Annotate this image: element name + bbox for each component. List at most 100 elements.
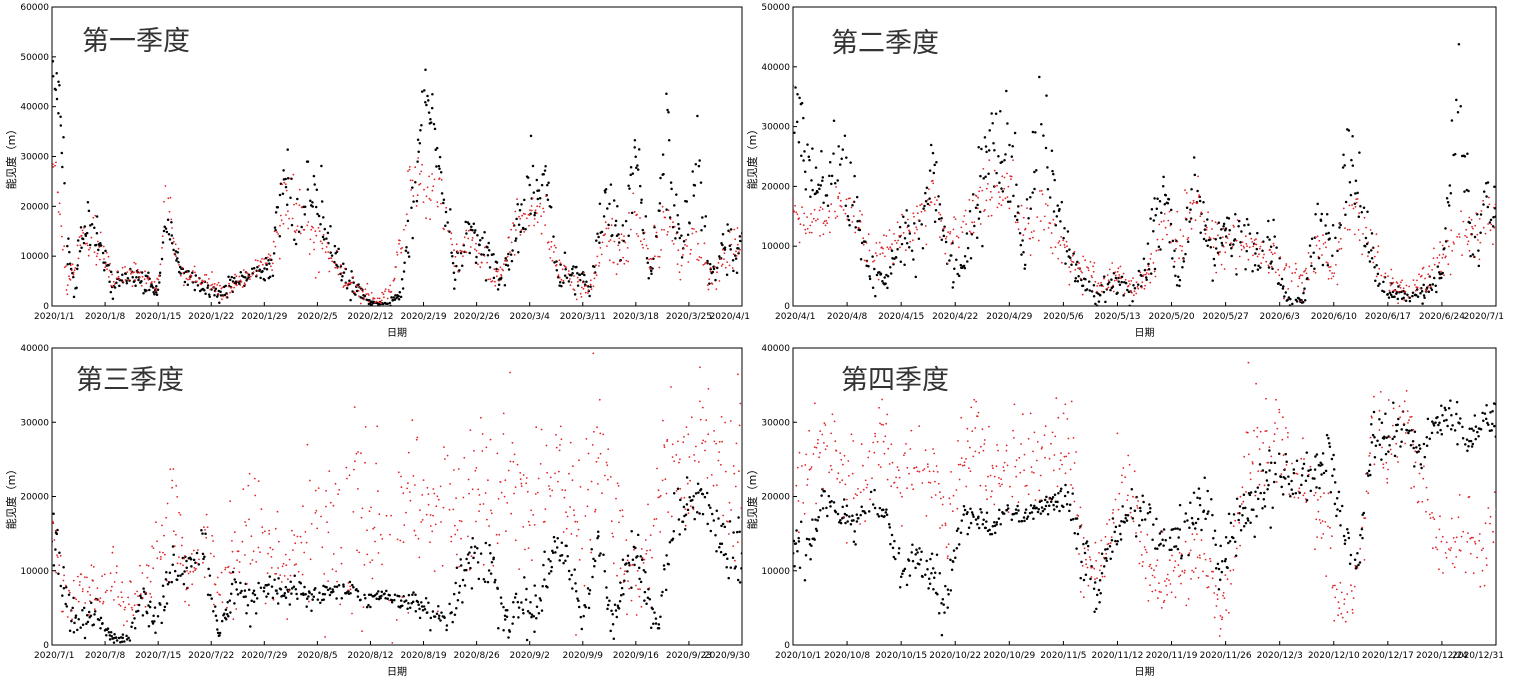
data-point-red xyxy=(551,489,554,492)
data-point-black xyxy=(203,555,206,558)
data-point-red xyxy=(1428,265,1431,268)
data-point-red xyxy=(276,510,279,513)
data-point-red xyxy=(902,232,905,234)
data-point-black xyxy=(1374,279,1377,282)
data-point-black xyxy=(1114,525,1118,529)
data-point-red xyxy=(95,255,98,258)
data-point-red xyxy=(505,259,508,262)
data-point-red xyxy=(78,584,81,586)
data-point-red xyxy=(59,554,62,557)
data-point-black xyxy=(1320,473,1323,476)
data-point-black xyxy=(611,612,614,616)
data-point-black xyxy=(290,223,294,227)
data-point-black xyxy=(845,156,848,159)
data-point-red xyxy=(378,297,381,300)
data-point-black xyxy=(981,522,985,526)
data-point-red xyxy=(359,286,362,289)
data-point-red xyxy=(196,280,198,283)
data-point-black xyxy=(511,622,514,625)
data-point-red xyxy=(353,291,356,294)
data-point-black xyxy=(1248,493,1252,497)
data-point-red xyxy=(404,224,407,227)
y-tick-label: 50000 xyxy=(20,53,49,63)
data-point-black xyxy=(723,248,727,251)
data-point-black xyxy=(110,635,113,638)
data-point-black xyxy=(604,191,607,194)
data-point-black xyxy=(1473,235,1477,239)
data-point-red xyxy=(360,288,363,291)
x-tick-label: 2020/8/26 xyxy=(454,651,500,661)
data-point-red xyxy=(1073,250,1076,253)
data-point-black xyxy=(1111,550,1114,554)
data-point-red xyxy=(286,618,289,620)
data-point-red xyxy=(130,272,132,275)
data-point-black xyxy=(418,142,422,145)
data-point-red xyxy=(1294,271,1296,274)
data-point-black xyxy=(504,263,508,267)
data-point-red xyxy=(116,270,119,273)
data-point-red xyxy=(433,570,436,572)
x-tick-label: 2020/9/30 xyxy=(704,651,750,661)
data-point-red xyxy=(534,493,537,495)
data-point-red xyxy=(636,213,638,216)
data-point-red xyxy=(1353,233,1356,236)
data-point-red xyxy=(643,238,645,241)
data-point-red xyxy=(797,500,800,502)
data-point-red xyxy=(612,261,615,264)
data-point-black xyxy=(1393,295,1396,299)
data-point-black xyxy=(319,601,322,604)
data-point-black xyxy=(953,267,956,270)
data-point-red xyxy=(92,580,94,582)
data-point-black xyxy=(1259,266,1262,269)
data-point-red xyxy=(1240,244,1243,247)
data-point-red xyxy=(670,515,673,518)
data-point-black xyxy=(1256,497,1260,501)
data-point-red xyxy=(432,488,435,490)
data-point-black xyxy=(793,84,794,88)
data-point-red xyxy=(449,483,451,485)
data-point-red xyxy=(567,273,570,275)
data-point-black xyxy=(1098,293,1102,297)
data-point-black xyxy=(240,589,243,593)
data-point-red xyxy=(1157,249,1160,251)
data-point-black xyxy=(375,592,379,595)
data-point-red xyxy=(1277,268,1280,271)
data-point-black xyxy=(164,227,168,230)
data-point-black xyxy=(204,292,207,296)
data-point-black xyxy=(459,558,462,561)
data-point-red xyxy=(270,265,272,268)
data-point-black xyxy=(885,513,889,517)
data-point-black xyxy=(1291,302,1294,306)
data-point-black xyxy=(1485,403,1488,407)
data-point-red xyxy=(1450,229,1453,232)
data-point-black xyxy=(1397,285,1400,288)
data-point-black xyxy=(182,582,186,586)
data-point-red xyxy=(419,182,422,185)
data-point-black xyxy=(104,249,107,253)
data-point-black xyxy=(891,256,894,260)
data-point-black xyxy=(1443,406,1447,410)
data-point-black xyxy=(1147,262,1150,266)
data-point-red xyxy=(1295,268,1298,271)
data-point-red xyxy=(439,485,442,488)
data-point-red xyxy=(423,188,425,191)
data-point-black xyxy=(851,514,854,518)
data-point-black xyxy=(1463,155,1467,158)
data-point-red xyxy=(465,251,468,254)
data-point-red xyxy=(606,245,608,248)
data-point-red xyxy=(237,550,240,553)
data-point-red xyxy=(322,233,325,236)
data-point-black xyxy=(1338,226,1341,229)
data-point-black xyxy=(575,265,578,269)
data-point-black xyxy=(991,121,994,125)
data-point-red xyxy=(834,210,836,213)
data-point-black xyxy=(342,262,345,266)
data-point-red xyxy=(655,518,658,520)
data-point-black xyxy=(1265,479,1269,482)
data-point-red xyxy=(1458,236,1461,238)
data-point-red xyxy=(474,248,476,251)
data-point-red xyxy=(583,271,585,274)
data-point-black xyxy=(111,297,115,301)
data-point-black xyxy=(431,610,435,613)
data-point-black xyxy=(89,614,93,618)
